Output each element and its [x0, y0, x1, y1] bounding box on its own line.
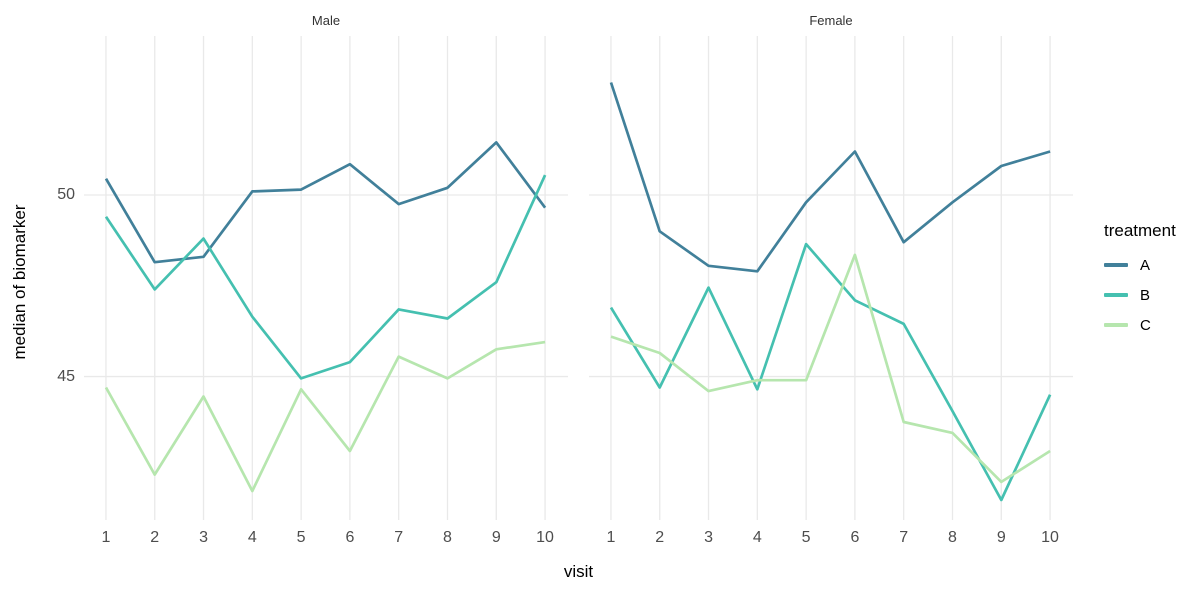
x-tick-label: 10	[1041, 529, 1059, 546]
x-axis-tick-labels-male: 1 2 3 4 5 6 7 8 9 10	[84, 528, 568, 548]
x-tick-label: 5	[296, 529, 306, 546]
x-tick-label: 7	[394, 529, 404, 546]
series-line-C	[610, 253, 1051, 484]
x-axis-title: visit	[563, 562, 594, 581]
legend-item-B: B	[1104, 280, 1176, 310]
facet-plot-area-male	[84, 36, 568, 520]
x-tick-label: 9	[996, 529, 1006, 546]
legend-key-line-icon	[1104, 323, 1128, 327]
y-tick-label: 50	[57, 186, 75, 204]
legend-item-C: C	[1104, 310, 1176, 340]
legend-key-line-icon	[1104, 293, 1128, 297]
x-tick-label: 6	[345, 529, 355, 546]
series-line-A	[609, 82, 1051, 273]
facet-panel-female: Female 1 2 3 4 5 6 7 8 9 10	[589, 0, 1073, 600]
x-tick-label: 4	[247, 529, 257, 546]
x-tick-label: 3	[704, 529, 713, 546]
x-tick-label: 7	[899, 529, 909, 546]
series-line-A	[104, 141, 547, 264]
y-axis-title: median of biomarker	[10, 204, 29, 360]
x-tick-label: 4	[752, 529, 762, 546]
x-tick-label: 8	[443, 529, 452, 546]
x-tick-label: 8	[948, 529, 957, 546]
series-line-C	[104, 340, 546, 493]
x-axis-tick-labels-female: 1 2 3 4 5 6 7 8 9 10	[589, 528, 1073, 548]
legend-label: B	[1140, 286, 1151, 304]
facet-panel-male: Male 1 2 3 4 5 6 7 8 9 10	[84, 0, 568, 600]
facet-strip-label-male: Male	[311, 13, 341, 28]
legend-title: treatment	[1104, 221, 1176, 240]
x-tick-label: 2	[655, 529, 665, 546]
x-tick-label: 1	[101, 529, 111, 546]
facet-plot-area-female	[589, 36, 1073, 520]
legend-label: C	[1140, 316, 1151, 334]
x-tick-label: 5	[801, 529, 811, 546]
series-line-B	[609, 242, 1052, 502]
facet-strip-label-female: Female	[809, 13, 853, 28]
x-tick-label: 2	[150, 529, 160, 546]
series-line-B	[104, 174, 547, 380]
x-tick-label: 10	[536, 529, 554, 546]
y-tick-label: 45	[57, 367, 75, 385]
x-tick-label: 6	[850, 529, 860, 546]
legend-label: A	[1140, 256, 1151, 274]
x-tick-label: 1	[606, 529, 616, 546]
x-tick-label: 9	[491, 529, 501, 546]
legend-key-line-icon	[1104, 263, 1128, 267]
legend-item-A: A	[1104, 250, 1176, 280]
x-tick-label: 3	[199, 529, 208, 546]
